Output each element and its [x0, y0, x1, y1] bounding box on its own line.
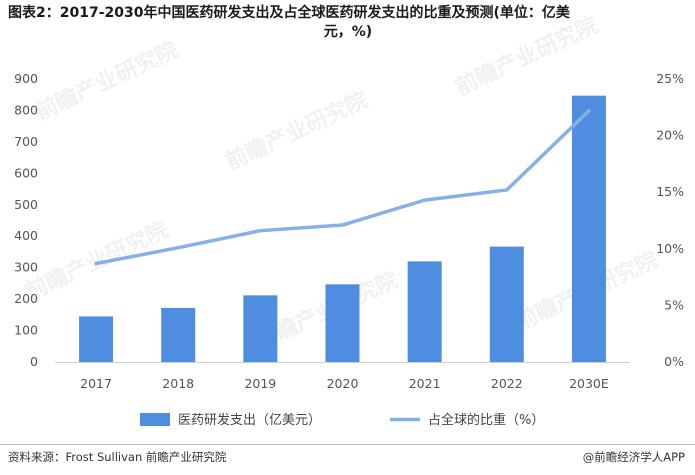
watermark-text-3: 前瞻产业研究院	[22, 217, 173, 306]
x-tick-2020: 2020	[327, 376, 359, 391]
watermark-text-0: 前瞻产业研究院	[32, 37, 183, 126]
bar-series	[79, 95, 606, 362]
x-tick-2030E: 2030E	[569, 376, 609, 391]
chart-title-line2: 元，%)	[323, 24, 373, 40]
left-tick-0: 0	[30, 354, 38, 369]
left-tick-7: 700	[14, 134, 38, 149]
right-tick-3: 15%	[656, 184, 684, 199]
legend: 医药研发支出（亿美元） 占全球的比重（%）	[140, 412, 544, 428]
watermark-text-1: 前瞻产业研究院	[222, 87, 373, 176]
bar-2022	[489, 246, 524, 362]
source-note: 资料来源：Frost Sullivan 前瞻产业研究院	[8, 450, 227, 464]
bar-2018	[161, 307, 196, 362]
brand-credit: @前瞻经济学人APP	[582, 450, 685, 464]
left-tick-8: 800	[14, 102, 38, 117]
x-tick-2022: 2022	[491, 376, 523, 391]
right-tick-1: 5%	[664, 297, 684, 312]
bar-2020	[325, 284, 360, 362]
right-tick-4: 20%	[656, 128, 684, 143]
left-axis-ticks: 0 100 200 300 400 500 600 700 800 900	[14, 71, 38, 369]
left-tick-9: 900	[14, 71, 38, 86]
legend-bar-swatch	[140, 413, 170, 426]
left-tick-4: 400	[14, 228, 38, 243]
legend-bar-label: 医药研发支出（亿美元）	[178, 412, 321, 428]
bar-2017	[79, 316, 114, 362]
right-axis-ticks: 0% 5% 10% 15% 20% 25%	[656, 71, 684, 369]
bar-2030E	[571, 95, 606, 362]
bar-2019	[243, 295, 278, 362]
right-tick-2: 10%	[656, 241, 684, 256]
bar-2021	[407, 261, 442, 362]
left-tick-2: 200	[14, 291, 38, 306]
right-tick-0: 0%	[664, 354, 684, 369]
x-tick-2018: 2018	[162, 376, 194, 391]
right-tick-5: 25%	[656, 71, 684, 86]
x-tick-2017: 2017	[80, 376, 112, 391]
chart-title: 图表2：2017-2030年中国医药研发支出及占全球医药研发支出的比重及预测(单…	[8, 4, 688, 42]
x-tick-2021: 2021	[409, 376, 441, 391]
chart-title-line1: 图表2：2017-2030年中国医药研发支出及占全球医药研发支出的比重及预测(单…	[8, 5, 570, 21]
left-tick-3: 300	[14, 260, 38, 275]
left-tick-5: 500	[14, 197, 38, 212]
watermark-text-2: 前瞻产业研究院	[452, 12, 603, 101]
x-axis-ticks: 2017 2018 2019 2020 2021 2022 2030E	[80, 376, 609, 391]
left-tick-1: 100	[14, 323, 38, 338]
footer-divider	[0, 444, 695, 445]
left-tick-6: 600	[14, 165, 38, 180]
x-tick-2019: 2019	[244, 376, 276, 391]
legend-line-label: 占全球的比重（%）	[428, 412, 544, 428]
